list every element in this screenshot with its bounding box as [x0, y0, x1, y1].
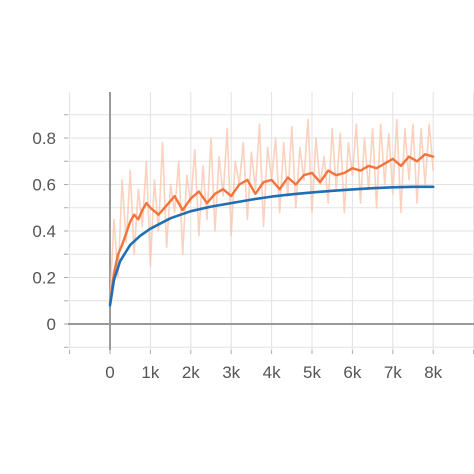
series-line-smoothed [108, 153, 435, 305]
x-tick-label: 0 [105, 363, 114, 382]
x-tick-label: 1k [141, 363, 159, 382]
x-tick-label: 7k [384, 363, 402, 382]
series-layer [108, 118, 435, 307]
tick-labels: 0 1k 2k 3k 4k 5k 6k 7k 8k 0 0.2 0.4 0.6 0.8 [32, 129, 442, 382]
x-tick-label: 6k [343, 363, 361, 382]
y-tick-label: 0.2 [32, 269, 56, 288]
axes [64, 92, 474, 354]
y-tick-label: 0 [47, 315, 56, 334]
y-tick-label: 0.6 [32, 176, 56, 195]
x-tick-label: 8k [424, 363, 442, 382]
y-tick-label: 0.8 [32, 129, 56, 148]
series-line-smooth [108, 185, 435, 307]
x-tick-label: 5k [303, 363, 321, 382]
x-tick-label: 2k [182, 363, 200, 382]
x-tick-label: 3k [222, 363, 240, 382]
x-tick-label: 4k [263, 363, 281, 382]
y-tick-label: 0.4 [32, 222, 56, 241]
